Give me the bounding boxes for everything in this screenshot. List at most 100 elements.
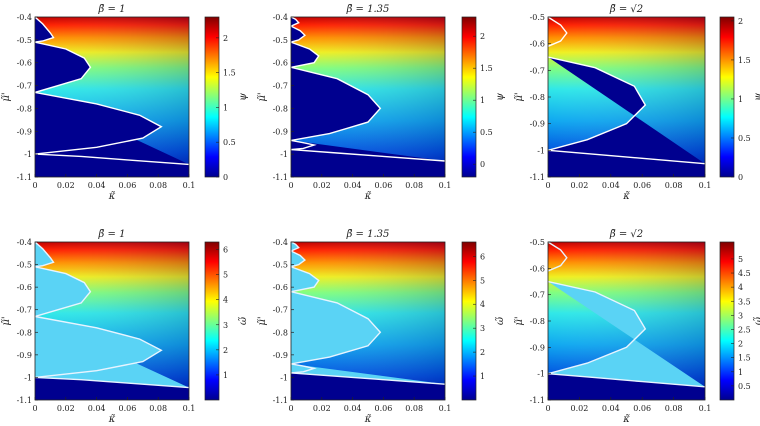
y-tick-label: -0.7 [17, 82, 32, 91]
y-tick-label: -0.4 [17, 238, 32, 247]
y-tick-label: -1 [280, 150, 288, 159]
colorbar-tick-label: 1 [480, 372, 485, 381]
colorbar-tick-label: 5 [738, 255, 743, 264]
colorbar-tick-label: 1 [480, 96, 485, 105]
x-axis-label: κ̃ [622, 191, 630, 202]
y-tick-label: -0.9 [17, 351, 32, 360]
y-tick-label: -1 [280, 373, 288, 382]
colorbar [204, 241, 220, 401]
colorbar-tick-label: 4 [223, 296, 228, 305]
x-tick-label: 0.04 [88, 181, 106, 190]
y-tick-label: -0.7 [273, 82, 288, 91]
y-tick-label: -1 [24, 150, 32, 159]
contour-line [548, 17, 568, 47]
y-tick-label: -0.6 [530, 264, 545, 273]
colorbar-tick-label: 0 [738, 173, 743, 182]
axes-frame [290, 241, 446, 401]
contour-line [291, 17, 300, 27]
colorbar-label: ψ [753, 93, 760, 101]
contour-line [35, 17, 55, 43]
contour-line [548, 373, 705, 388]
y-tick-label: -0.8 [530, 317, 545, 326]
contour-line [291, 372, 445, 385]
chart-title: β̃ = 1.35 [346, 4, 390, 15]
y-tick-label: -0.5 [530, 238, 545, 247]
colorbar-tick-label: 0.5 [223, 138, 236, 147]
contour-line [35, 266, 92, 318]
x-tick-label: 0.08 [149, 404, 167, 413]
x-tick-label: 0.08 [405, 181, 423, 190]
colorbar-label: ω̃ [238, 317, 249, 325]
y-tick-label: -0.9 [17, 127, 32, 136]
colorbar [461, 241, 477, 401]
x-tick-label: 0.08 [405, 404, 423, 413]
y-tick-label: -0.9 [530, 120, 545, 129]
colorbar-tick-label: 0.5 [480, 128, 493, 137]
chart-title: β̃ = 1 [98, 229, 126, 240]
chart-title: β̃ = √2 [609, 4, 643, 15]
chart-panel-3: 0 0.02 0.04 0.06 0.08 0.1 -0.5 -0.6 -0.7 -0.8 -0.9… [514, 4, 760, 202]
contour-line [291, 148, 445, 162]
x-tick-label: 0.04 [88, 404, 106, 413]
bottom-region [291, 149, 445, 177]
bottom-region [35, 377, 189, 400]
axes-frame [290, 16, 446, 178]
colorbar-tick-label: 3 [480, 324, 485, 333]
y-tick-label: -1.1 [17, 173, 32, 182]
y-tick-label: -0.8 [17, 104, 32, 113]
colorbar-label: ω̃ [495, 317, 506, 325]
y-tick-label: -0.9 [273, 127, 288, 136]
y-tick-label: -1.1 [273, 173, 288, 182]
x-tick-label: 0.04 [602, 404, 620, 413]
y-axis-label: μ̃' [514, 316, 525, 325]
y-tick-label: -0.5 [17, 261, 32, 270]
x-axis-label: κ̃ [108, 191, 116, 202]
x-tick-label: 0 [288, 181, 293, 190]
colorbar-tick-label: 4 [738, 283, 743, 292]
colorbar-tick-label: 5 [480, 276, 485, 285]
colorbar-tick-label: 2.5 [738, 325, 751, 334]
contour-line [291, 363, 317, 374]
chart-panel-1: 0 0.02 0.04 0.06 0.08 0.1 -0.4 -0.5 -0.6 -0.7 -0.8… [1, 4, 249, 202]
contour-line [291, 250, 306, 268]
x-tick-label: 0.1 [439, 181, 452, 190]
colorbar-tick-label: 0.5 [738, 134, 751, 143]
y-tick-label: -1.1 [17, 396, 32, 405]
x-tick-label: 0 [545, 404, 550, 413]
colorbar-tick-label: 2 [738, 17, 743, 26]
y-tick-label: -1 [24, 373, 32, 382]
colorbar-tick-label: 1.5 [738, 354, 751, 363]
y-tick-label: -0.6 [273, 59, 288, 68]
y-tick-label: -1.1 [530, 173, 545, 182]
bottom-region [548, 150, 705, 177]
x-tick-label: 0.06 [374, 404, 392, 413]
colorbar-tick-label: 2 [480, 32, 485, 41]
contour-line [35, 376, 189, 389]
low-region [291, 363, 445, 385]
colorbar-tick-label: 3 [738, 311, 743, 320]
contour-line [548, 56, 647, 151]
colorbar-tick-label: 4 [480, 300, 485, 309]
x-tick-label: 0.02 [570, 404, 588, 413]
y-tick-label: -0.9 [273, 351, 288, 360]
y-tick-label: -0.4 [273, 13, 288, 22]
y-tick-label: -0.8 [273, 104, 288, 113]
x-tick-label: 0 [288, 404, 293, 413]
y-tick-label: -0.7 [530, 66, 545, 75]
x-tick-label: 0.1 [699, 181, 712, 190]
low-region [35, 92, 189, 165]
y-tick-label: -0.9 [530, 343, 545, 352]
x-tick-label: 0.06 [374, 181, 392, 190]
colorbar-label: ψ [495, 93, 506, 101]
contour-line [291, 291, 382, 365]
colorbar-tick-label: 2 [223, 346, 228, 355]
contour-line [291, 242, 300, 252]
low-region [548, 57, 705, 164]
colorbar-tick-label: 1.5 [223, 69, 236, 78]
contour-line [291, 66, 382, 142]
y-axis-label: μ̃' [257, 316, 268, 325]
x-tick-label: 0.02 [57, 404, 75, 413]
x-tick-label: 0 [545, 181, 550, 190]
low-region [548, 281, 705, 387]
colorbar-tick-label: 0 [480, 160, 485, 169]
